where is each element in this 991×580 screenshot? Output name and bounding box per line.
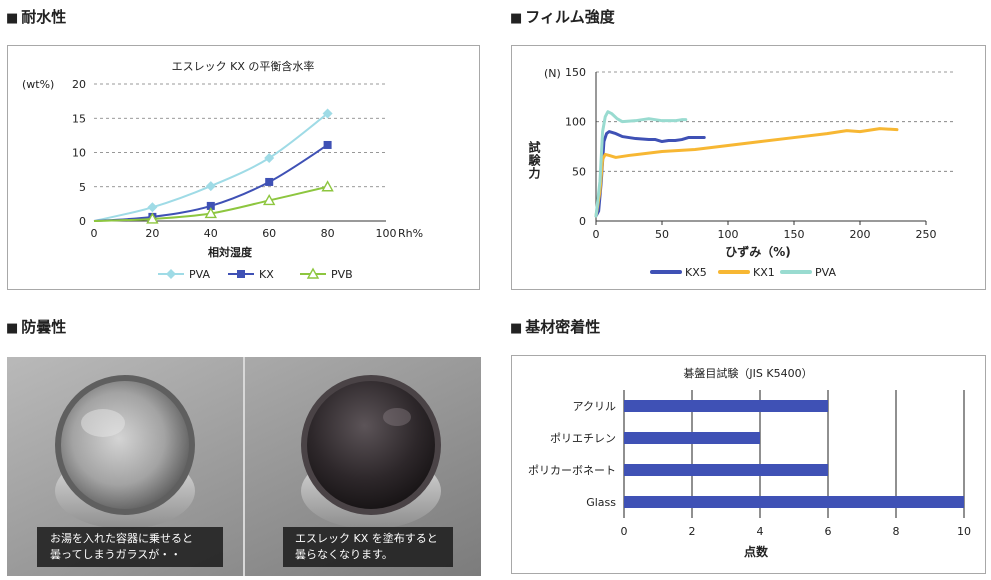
- x-tick-label: 100: [376, 227, 397, 240]
- heading-adhesion: ■ 基材密着性: [510, 318, 601, 336]
- series-line-kx1: [594, 127, 899, 218]
- x-axis-label: ひずみ（%): [725, 244, 791, 259]
- y-unit-label: (N): [544, 67, 561, 80]
- x-tick-label: 6: [825, 525, 832, 538]
- x-tick-label: 10: [957, 525, 971, 538]
- heading-film-strength: ■ フィルム強度: [510, 8, 615, 26]
- bar-2: [624, 464, 828, 476]
- x-tick-label: 20: [145, 227, 159, 240]
- data-point: [204, 207, 217, 219]
- crosscut-adhesion-chart: 碁盤目試験（JIS K5400） 0 2 4 6 8 10 アクリルポリエチレンポリカーボネー…: [528, 366, 971, 559]
- legend-entry-pva: PVA: [189, 268, 210, 281]
- series-line-pva: [594, 110, 688, 218]
- category-label: ポリエチレン: [550, 432, 616, 445]
- legend-entry-kx: KX: [259, 268, 274, 281]
- data-point: [205, 181, 216, 192]
- legend-entry-pva: PVA: [815, 266, 836, 279]
- heading-antifog: ■ 防曇性: [6, 318, 67, 336]
- x-tick-label: 0: [91, 227, 98, 240]
- data-point: [264, 152, 275, 163]
- antifog-caption-left: お湯を入れた容器に乗せると 曇ってしまうガラスが・・: [50, 532, 193, 561]
- bar-3: [624, 496, 964, 508]
- series-line-kx5: [594, 130, 706, 218]
- data-point: [322, 108, 333, 119]
- film-chart-panel: 0 50 100 150 0 50 100 150 200 250 (N) 試験力ひずみ（%) KX5 K…: [511, 45, 986, 290]
- heading-water-resistance: ■ 耐水性: [6, 8, 67, 26]
- y-tick-label: 20: [72, 78, 86, 91]
- adhesion-chart-panel: 碁盤目試験（JIS K5400） 0 2 4 6 8 10 アクリルポリエチレンポリカーボネー…: [511, 355, 986, 574]
- x-tick-label: 0: [621, 525, 628, 538]
- x-tick-label: 4: [757, 525, 764, 538]
- data-point: [166, 269, 176, 279]
- x-tick-label: 80: [321, 227, 335, 240]
- x-tick-label: 150: [784, 228, 805, 241]
- data-point: [147, 202, 158, 213]
- data-point: [263, 194, 276, 206]
- water-chart-panel: エスレック KX の平衡含水率 0 5 10 15 20 0 20 40 60 80 100 Rh% (w…: [7, 45, 480, 290]
- data-point: [265, 177, 274, 186]
- y-tick-label: 50: [572, 165, 586, 178]
- data-point: [306, 267, 320, 279]
- y-tick-label: 0: [579, 215, 586, 228]
- bar-0: [624, 400, 828, 412]
- antifog-photo-drawing: [7, 357, 481, 576]
- x-tick-label: 2: [689, 525, 696, 538]
- chart-title: エスレック KX の平衡含水率: [172, 59, 315, 73]
- y-tick-label: 150: [565, 66, 586, 79]
- category-label: Glass: [586, 496, 616, 509]
- y-tick-label: 5: [79, 181, 86, 194]
- x-axis-label: 相対湿度: [208, 245, 253, 259]
- y-axis-label: (wt%): [22, 78, 54, 91]
- bar-1: [624, 432, 760, 444]
- x-tick-label: 40: [204, 227, 218, 240]
- legend-entry-pvb: PVB: [331, 268, 353, 281]
- y-tick-label: 100: [565, 116, 586, 129]
- y-tick-label: 0: [79, 215, 86, 228]
- y-axis-label: 試験力: [527, 140, 541, 180]
- chart-title: 碁盤目試験（JIS K5400）: [683, 366, 812, 380]
- data-point: [237, 270, 245, 278]
- water-resistance-chart: エスレック KX の平衡含水率 0 5 10 15 20 0 20 40 60 80 100 Rh% (w…: [22, 59, 423, 281]
- category-label: アクリル: [573, 400, 616, 413]
- x-tick-label: 250: [916, 228, 937, 241]
- x-tick-label: 50: [655, 228, 669, 241]
- legend-entry-kx1: KX1: [753, 266, 775, 279]
- antifog-photo: お湯を入れた容器に乗せると 曇ってしまうガラスが・・ エスレック KX を塗布す…: [7, 357, 481, 576]
- antifog-caption-right: エスレック KX を塗布すると 曇らなくなります。: [295, 532, 438, 561]
- data-point: [146, 212, 159, 224]
- x-tick-label: 0: [593, 228, 600, 241]
- x-tick-label: 8: [893, 525, 900, 538]
- category-label: ポリカーボネート: [528, 464, 616, 477]
- x-tick-label: 100: [718, 228, 739, 241]
- x-tick-label: 200: [850, 228, 871, 241]
- legend-entry-kx5: KX5: [685, 266, 707, 279]
- data-point: [323, 140, 332, 149]
- data-point: [321, 180, 334, 192]
- x-axis-label: 点数: [744, 544, 769, 559]
- x-unit-label: Rh%: [398, 227, 423, 240]
- x-tick-label: 60: [262, 227, 276, 240]
- y-tick-label: 10: [72, 147, 86, 160]
- y-tick-label: 15: [72, 112, 86, 125]
- data-point: [206, 201, 215, 210]
